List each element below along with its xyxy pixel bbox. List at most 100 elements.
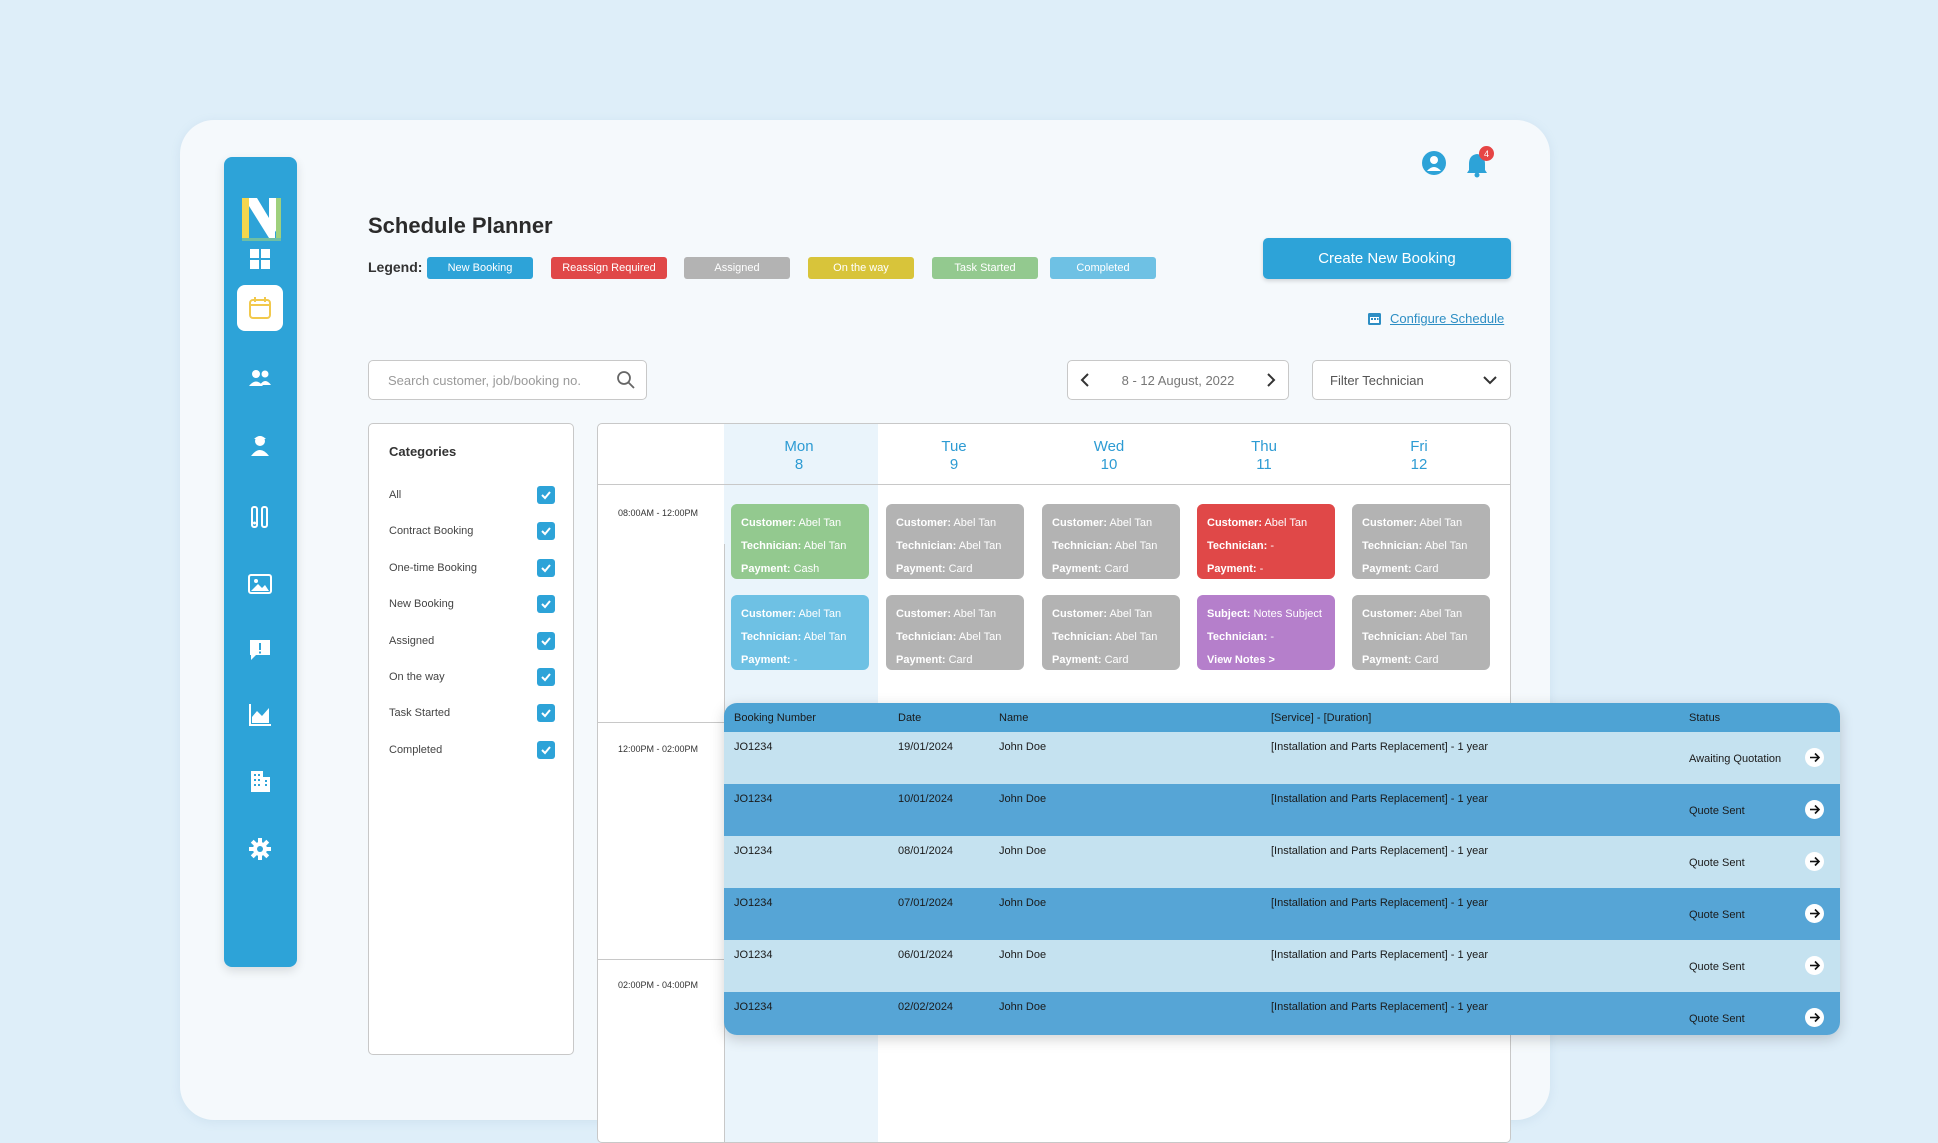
booking-card[interactable]: Customer: Abel Tan Technician: Abel Tan Pa… <box>731 595 869 670</box>
booking-field-label: Customer: <box>1207 517 1263 529</box>
sidebar-item-reports[interactable] <box>237 692 283 738</box>
column-header-status: Status <box>1689 712 1721 724</box>
booking-field-value: Abel Tan <box>798 517 842 529</box>
legend-label: Legend: <box>368 259 423 275</box>
category-checkbox[interactable] <box>537 558 555 577</box>
category-checkbox[interactable] <box>537 595 555 614</box>
day-name: Fri <box>1410 438 1428 455</box>
date-cell: 10/01/2024 <box>898 793 954 805</box>
profile-icon[interactable] <box>1421 150 1447 176</box>
table-row[interactable]: JO1234 19/01/2024 John Doe [Installation an… <box>724 732 1840 784</box>
filter-technician-dropdown[interactable]: Filter Technician <box>1312 360 1511 400</box>
day-header[interactable]: Tue 9 <box>904 438 1004 474</box>
day-date: 12 <box>1410 456 1428 473</box>
booking-card[interactable]: Customer: Abel Tan Technician: Abel Tan Pa… <box>1042 504 1180 579</box>
sidebar-item-tools[interactable] <box>237 494 283 540</box>
open-row-button[interactable] <box>1805 956 1824 975</box>
status-cell: Quote Sent <box>1689 805 1745 817</box>
day-date: 10 <box>1100 456 1118 473</box>
category-checkbox[interactable] <box>537 704 555 723</box>
category-item: On the way <box>389 667 555 687</box>
booking-card[interactable]: Customer: Abel Tan Technician: Abel Tan Pa… <box>886 595 1024 670</box>
category-checkbox[interactable] <box>537 486 555 504</box>
table-row[interactable]: JO1234 07/01/2024 John Doe [Installation an… <box>724 888 1840 940</box>
open-row-button[interactable] <box>1805 852 1824 871</box>
name-cell: John Doe <box>999 1001 1047 1013</box>
booking-field-value: Card <box>948 563 973 575</box>
create-new-booking-button[interactable]: Create New Booking <box>1263 238 1511 279</box>
name-cell: John Doe <box>999 845 1047 857</box>
booking-card[interactable]: Customer: Abel Tan Technician: Abel Tan Pa… <box>1352 595 1490 670</box>
booking-field-value: Cash <box>793 563 820 575</box>
date-cell: 06/01/2024 <box>898 949 954 961</box>
table-row[interactable]: JO1234 02/02/2024 John Doe [Installation an… <box>724 992 1840 1035</box>
day-name: Wed <box>1093 438 1125 455</box>
open-row-button[interactable] <box>1805 800 1824 819</box>
search-icon[interactable] <box>616 370 636 390</box>
table-row[interactable]: JO1234 10/01/2024 John Doe [Installation an… <box>724 784 1840 836</box>
booking-field-label: Technician: <box>741 631 802 643</box>
sidebar-item-gallery[interactable] <box>237 561 283 607</box>
category-checkbox[interactable] <box>537 631 555 650</box>
legend-task-started: Task Started <box>932 257 1038 279</box>
column-header-date: Date <box>898 712 922 724</box>
calendar-icon <box>249 297 271 319</box>
status-cell: Awaiting Quotation <box>1689 753 1782 765</box>
category-checkbox[interactable] <box>537 668 555 686</box>
day-name: Mon <box>784 438 814 455</box>
sidebar-item-feedback[interactable] <box>237 627 283 673</box>
service-cell: [Installation and Parts Replacement] - 1… <box>1271 845 1489 857</box>
booking-number-cell: JO1234 <box>734 1001 773 1013</box>
open-row-button[interactable] <box>1805 1008 1824 1027</box>
booking-field-label: Payment: <box>1362 654 1412 666</box>
users-icon <box>249 370 271 386</box>
sidebar-item-settings[interactable] <box>237 826 283 872</box>
image-icon <box>248 574 272 594</box>
configure-schedule-link[interactable]: Configure Schedule <box>1367 311 1504 326</box>
category-label: Completed <box>389 743 443 756</box>
arrow-right-icon <box>1810 752 1821 763</box>
booking-field-value: Notes Subject <box>1253 608 1322 620</box>
sidebar-item-dashboard[interactable] <box>237 236 283 282</box>
booking-card[interactable]: Customer: Abel Tan Technician: Abel Tan Pa… <box>886 504 1024 579</box>
booking-field-label: Technician: <box>896 631 957 643</box>
booking-card[interactable]: Customer: Abel Tan Technician: Abel Tan Pa… <box>1352 504 1490 579</box>
category-checkbox[interactable] <box>537 740 555 759</box>
sidebar-item-schedule[interactable] <box>237 285 283 331</box>
booking-field-value: Abel Tan <box>958 631 1002 643</box>
booking-card[interactable]: Customer: Abel Tan Technician: - Payment: … <box>1197 504 1335 579</box>
checkmark-icon <box>541 709 551 718</box>
booking-field-label: Customer: <box>896 517 952 529</box>
search-input[interactable] <box>386 371 616 389</box>
column-header-service: [Service] - [Duration] <box>1271 712 1372 724</box>
open-row-button[interactable] <box>1805 904 1824 923</box>
open-row-button[interactable] <box>1805 748 1824 767</box>
sidebar-item-customers[interactable] <box>237 355 283 401</box>
booking-card[interactable]: Customer: Abel Tan Technician: Abel Tan Pa… <box>1042 595 1180 670</box>
booking-card[interactable]: Subject: Notes Subject Technician: - View … <box>1197 595 1335 670</box>
booking-card[interactable]: Customer: Abel Tan Technician: Abel Tan Pa… <box>731 504 869 579</box>
checkmark-icon <box>541 491 551 500</box>
category-checkbox[interactable] <box>537 522 555 541</box>
service-cell: [Installation and Parts Replacement] - 1… <box>1271 741 1489 753</box>
table-row[interactable]: JO1234 06/01/2024 John Doe [Installation an… <box>724 940 1840 992</box>
chevron-left-icon[interactable] <box>1078 372 1092 388</box>
chevron-right-icon[interactable] <box>1264 372 1278 388</box>
day-header[interactable]: Fri 12 <box>1369 438 1469 474</box>
booking-field-label: Customer: <box>1362 517 1418 529</box>
legend-reassign-required: Reassign Required <box>551 257 667 279</box>
status-cell: Quote Sent <box>1689 1013 1745 1025</box>
day-header[interactable]: Wed 10 <box>1059 438 1159 474</box>
category-item: Assigned <box>389 631 555 651</box>
sidebar-item-company[interactable] <box>237 758 283 804</box>
day-date: 11 <box>1256 456 1272 473</box>
day-header[interactable]: Thu 11 <box>1214 438 1314 474</box>
category-item: All <box>389 485 555 505</box>
category-label: Contract Booking <box>389 525 474 538</box>
booking-field-label: Payment: <box>896 563 946 575</box>
booking-field-value: Abel Tan <box>1264 517 1308 529</box>
day-header[interactable]: Mon 8 <box>749 438 849 474</box>
sidebar-item-technicians[interactable] <box>237 422 283 468</box>
table-row[interactable]: JO1234 08/01/2024 John Doe [Installation an… <box>724 836 1840 888</box>
slot-divider <box>598 959 724 960</box>
